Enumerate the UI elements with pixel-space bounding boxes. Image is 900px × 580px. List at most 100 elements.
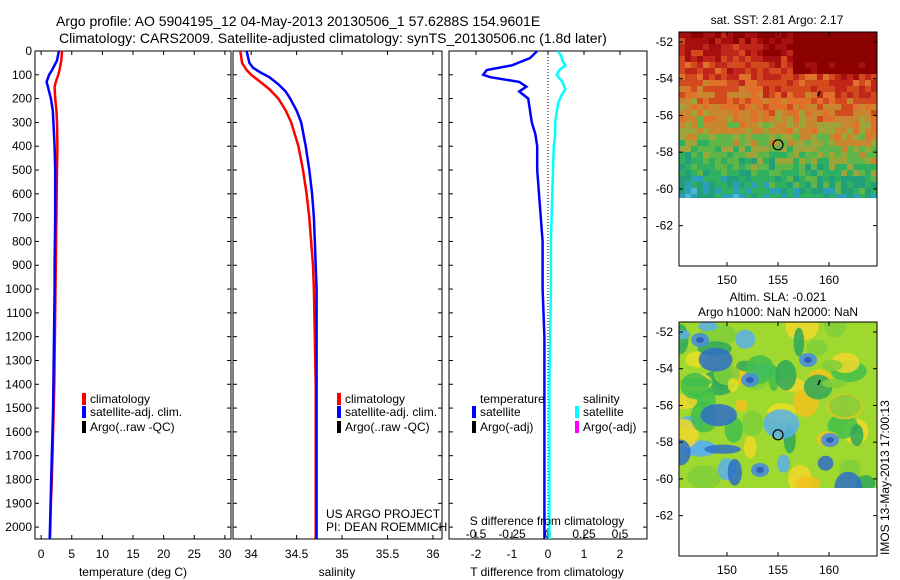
sst-cell: [841, 80, 847, 86]
sst-cell: [703, 32, 709, 38]
sst-cell: [829, 74, 835, 80]
sst-cell: [871, 128, 877, 134]
sst-cell: [733, 92, 739, 98]
temperature-axis-label: temperature (deg C): [79, 565, 187, 579]
sst-cell: [775, 176, 781, 182]
sst-cell: [853, 92, 859, 98]
sst-cell: [685, 38, 691, 44]
sst-cell: [829, 104, 835, 110]
sst-cell: [811, 140, 817, 146]
sst-cell: [829, 194, 835, 198]
sla-blob: [834, 471, 863, 488]
sst-cell: [757, 44, 763, 50]
lat-tick-label: -58: [656, 145, 674, 159]
sst-cell: [703, 98, 709, 104]
sst-cell: [775, 50, 781, 56]
sst-cell: [697, 32, 703, 38]
sst-cell: [733, 62, 739, 68]
difference-legend: temperature satellite Argo(-adj) salinit…: [472, 392, 636, 434]
legend-swatch-satellite: [337, 406, 341, 418]
sst-cell: [715, 74, 721, 80]
sla-blob: [698, 347, 733, 372]
sst-cell: [697, 110, 703, 116]
sst-cell: [829, 92, 835, 98]
sst-cell: [829, 38, 835, 44]
sst-cell: [685, 62, 691, 68]
sst-cell: [703, 44, 709, 50]
sst-cell: [733, 134, 739, 140]
sst-cell: [679, 44, 685, 50]
sst-cell: [745, 134, 751, 140]
sst-cell: [745, 56, 751, 62]
sst-cell: [757, 188, 763, 194]
sst-cell: [853, 62, 859, 68]
sst-cell: [805, 92, 811, 98]
sst-cell: [709, 56, 715, 62]
sst-cell: [805, 188, 811, 194]
depth-tick-label: 400: [12, 139, 32, 153]
sst-cell: [859, 62, 865, 68]
sst-cell: [715, 110, 721, 116]
sst-cell: [799, 62, 805, 68]
sst-cell: [805, 170, 811, 176]
sst-cell: [853, 164, 859, 170]
sst-cell: [775, 44, 781, 50]
sst-cell: [721, 92, 727, 98]
sst-cell: [823, 164, 829, 170]
sst-cell: [721, 188, 727, 194]
sst-cell: [703, 74, 709, 80]
sst-cell: [751, 176, 757, 182]
sst-cell: [727, 98, 733, 104]
sst-cell: [781, 86, 787, 92]
sst-cell: [865, 188, 871, 194]
sst-cell: [787, 68, 793, 74]
sst-cell: [865, 74, 871, 80]
sst-cell: [733, 188, 739, 194]
sst-cell: [865, 194, 871, 198]
sst-cell: [817, 62, 823, 68]
sst-cell: [679, 104, 685, 110]
sst-cell: [847, 32, 853, 38]
sst-cell: [733, 116, 739, 122]
sst-cell: [751, 80, 757, 86]
sst-cell: [859, 38, 865, 44]
sst-cell: [739, 38, 745, 44]
sst-cell: [703, 164, 709, 170]
sst-cell: [823, 152, 829, 158]
sst-cell: [709, 38, 715, 44]
sst-cell: [715, 38, 721, 44]
sst-cell: [793, 86, 799, 92]
sst-cell: [823, 80, 829, 86]
sst-cell: [769, 74, 775, 80]
sst-cell: [793, 74, 799, 80]
sst-cell: [793, 92, 799, 98]
sst-cell: [817, 92, 823, 98]
sst-cell: [775, 116, 781, 122]
sst-cell: [727, 164, 733, 170]
sst-cell: [865, 68, 871, 74]
sst-cell: [817, 38, 823, 44]
sla-blob: [735, 399, 748, 412]
sst-cell: [811, 50, 817, 56]
sst-cell: [811, 44, 817, 50]
sst-cell: [739, 140, 745, 146]
sst-cell: [745, 158, 751, 164]
sst-cell: [805, 86, 811, 92]
sst-cell: [811, 182, 817, 188]
sst-cell: [763, 116, 769, 122]
sst-cell: [745, 62, 751, 68]
sst-cell: [829, 122, 835, 128]
sst-cell: [823, 74, 829, 80]
sst-cell: [859, 128, 865, 134]
sst-cell: [733, 86, 739, 92]
sst-cell: [763, 170, 769, 176]
sst-cell: [871, 74, 877, 80]
sla-blob: [727, 377, 739, 393]
sst-cell: [685, 188, 691, 194]
sst-cell: [709, 50, 715, 56]
sla-blob: [850, 424, 864, 447]
sst-cell: [691, 62, 697, 68]
lat-tick-label: -54: [656, 362, 674, 376]
sst-cell: [793, 104, 799, 110]
sst-cell: [817, 188, 823, 194]
